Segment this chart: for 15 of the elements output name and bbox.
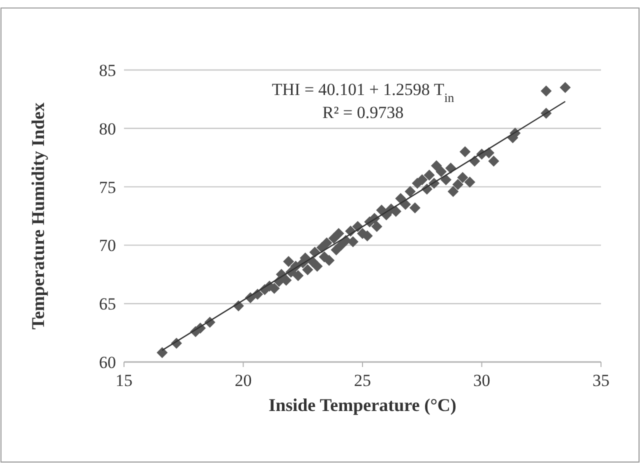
x-tick-label: 35 [592, 371, 610, 390]
y-tick-label: 80 [99, 119, 116, 138]
y-tick-label: 75 [99, 178, 116, 197]
x-tick-label: 15 [116, 371, 132, 390]
y-tick-label: 70 [99, 236, 116, 256]
x-tick-label: 25 [354, 371, 371, 390]
x-tick-label: 20 [234, 371, 252, 390]
y-axis-title: Temperature Humidity Index [28, 102, 48, 330]
y-tick-label: 65 [99, 294, 116, 314]
annotation: THI = 40.101 + 1.2598 T$_{in}$ [272, 80, 455, 105]
y-tick-label: 85 [99, 61, 116, 80]
x-tick-label: 30 [473, 371, 490, 390]
annotation: R² = 0.9738 [322, 103, 404, 122]
y-tick-label: 60 [99, 353, 116, 372]
x-axis-title: Inside Temperature (°C) [268, 395, 456, 415]
